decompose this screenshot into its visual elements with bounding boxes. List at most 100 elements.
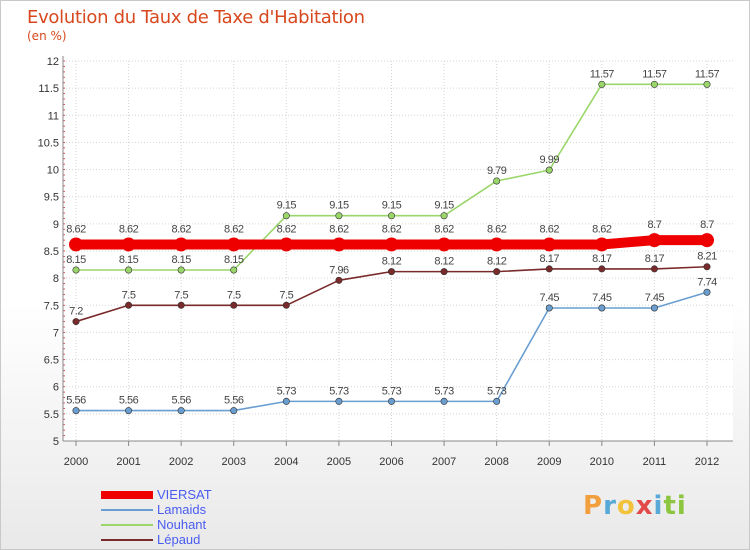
data-label: 5.73 (487, 385, 507, 397)
data-label: 5.56 (224, 395, 244, 407)
data-point (282, 301, 290, 309)
x-tick-label: 2001 (116, 456, 140, 468)
data-label: 5.73 (434, 385, 454, 397)
data-point (700, 233, 714, 248)
data-point (650, 304, 658, 312)
data-label: 5.73 (277, 385, 297, 397)
data-point (387, 212, 395, 220)
y-tick-label: 9.5 (44, 192, 59, 204)
legend-label: Nouhant (157, 517, 207, 532)
data-label: 8.62 (592, 223, 612, 235)
x-tick-label: 2003 (222, 456, 246, 468)
data-point (440, 397, 448, 405)
data-point (335, 397, 343, 405)
data-label: 8.62 (66, 223, 86, 235)
data-point (440, 212, 448, 220)
data-point (703, 80, 711, 88)
data-point (493, 268, 501, 276)
data-point (647, 233, 662, 248)
data-point (598, 265, 606, 273)
data-point (650, 265, 658, 273)
data-label: 8.17 (645, 253, 665, 265)
data-label: 11.57 (590, 68, 615, 80)
data-point (125, 407, 133, 415)
data-label: 9.15 (382, 200, 402, 212)
data-point (384, 237, 399, 252)
data-label: 9.15 (434, 200, 454, 212)
legend-swatch (101, 490, 153, 499)
y-tick-label: 10.5 (38, 137, 59, 149)
data-point (230, 301, 238, 309)
data-label: 7.5 (122, 289, 136, 301)
data-point (331, 237, 346, 252)
data-point (598, 304, 606, 312)
data-point (594, 237, 609, 252)
data-point (489, 237, 504, 252)
data-label: 8.12 (382, 256, 402, 268)
data-point (72, 266, 80, 274)
legend-swatch (101, 538, 153, 541)
x-tick-label: 2005 (327, 456, 351, 468)
legend-item: Lépaud (101, 532, 212, 547)
y-tick-label: 11.5 (38, 83, 59, 95)
legend-label: Lépaud (157, 532, 201, 547)
y-tick-label: 5.5 (44, 409, 59, 421)
data-label: 8.62 (487, 223, 507, 235)
data-point (703, 288, 711, 296)
legend-item: VIERSAT (101, 487, 212, 502)
data-point (282, 397, 290, 405)
y-tick-label: 9 (53, 219, 59, 231)
data-label: 8.62 (119, 223, 139, 235)
x-tick-label: 2007 (432, 456, 456, 468)
y-tick-label: 8 (53, 273, 59, 285)
data-label: 5.56 (66, 395, 86, 407)
x-tick-label: 2004 (274, 456, 298, 468)
data-label: 5.56 (171, 395, 191, 407)
data-point (437, 237, 452, 252)
data-label: 8.62 (224, 223, 244, 235)
y-tick-label: 7.5 (44, 300, 59, 312)
x-tick-label: 2006 (379, 456, 403, 468)
data-label: 8.17 (540, 253, 560, 265)
data-point (545, 265, 553, 273)
x-tick-label: 2000 (64, 456, 88, 468)
legend-label: VIERSAT (157, 487, 212, 502)
data-point (542, 237, 557, 252)
data-label: 9.15 (277, 200, 297, 212)
data-label: 9.79 (487, 165, 507, 177)
plot-area (63, 61, 733, 441)
data-label: 8.12 (487, 256, 507, 268)
data-label: 8.62 (540, 223, 560, 235)
data-label: 7.45 (592, 292, 612, 304)
data-label: 8.62 (329, 223, 349, 235)
data-point (282, 212, 290, 220)
chart-subtitle: (en %) (27, 29, 67, 43)
data-label: 8.21 (697, 251, 717, 263)
y-tick-label: 6.5 (44, 355, 59, 367)
chart-legend: VIERSAT Lamaids Nouhant Lépaud (101, 487, 212, 547)
data-label: 8.62 (277, 223, 297, 235)
data-label: 5.56 (119, 395, 139, 407)
y-tick-label: 5 (53, 436, 59, 448)
data-point (174, 237, 189, 252)
data-label: 9.15 (329, 200, 349, 212)
data-label: 8.15 (119, 254, 139, 266)
data-label: 8.15 (66, 254, 86, 266)
data-point (387, 268, 395, 276)
data-point (69, 237, 83, 252)
x-tick-label: 2002 (169, 456, 193, 468)
data-point (230, 266, 238, 274)
legend-item: Lamaids (101, 502, 212, 517)
data-label: 7.96 (329, 264, 349, 276)
data-label: 8.15 (224, 254, 244, 266)
x-tick-label: 2009 (537, 456, 561, 468)
data-label: 8.7 (700, 219, 714, 231)
x-tick-label: 2010 (590, 456, 614, 468)
x-tick-label: 2012 (695, 456, 719, 468)
y-tick-label: 12 (47, 56, 59, 68)
y-tick-label: 6 (53, 382, 59, 394)
data-point (72, 407, 80, 415)
data-point (279, 237, 294, 252)
data-label: 8.62 (171, 223, 191, 235)
